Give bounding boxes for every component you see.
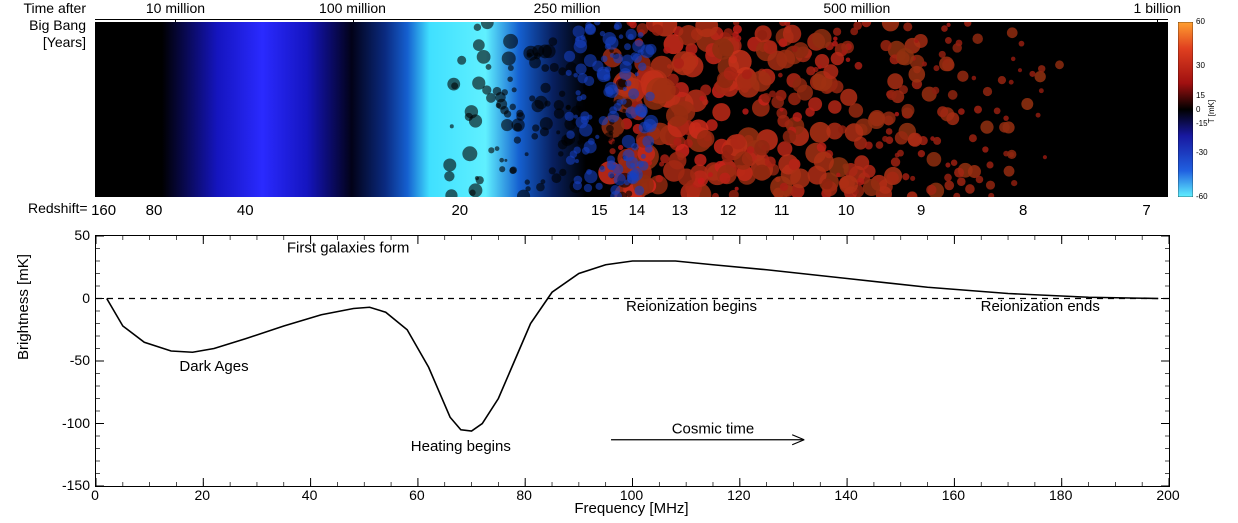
chart-svg: Dark Ages First galaxies form Heating begi… — [96, 236, 1169, 486]
redshift-tick-label: 7 — [1142, 202, 1150, 219]
y-tick-label: -50 — [70, 352, 90, 368]
heatmap-21cm — [95, 22, 1168, 197]
time-axis: 10 million 100 million 250 million 500 mill… — [95, 2, 1168, 20]
figure-container: Time after Big Bang [Years] 10 million10… — [0, 0, 1238, 523]
time-axis-line — [95, 19, 1168, 20]
svg-text:Reionization begins: Reionization begins — [626, 298, 757, 315]
colorbar — [1178, 22, 1193, 197]
redshift-tick-label: 8 — [1019, 202, 1027, 219]
x-tick-label: 200 — [1156, 487, 1179, 503]
time-tick-label: 500 million — [823, 0, 890, 16]
y-tick-label: -150 — [62, 477, 90, 493]
x-tick-label: 60 — [409, 487, 425, 503]
colorbar-tick-label: 60 — [1196, 17, 1205, 26]
x-tick-label: 180 — [1049, 487, 1072, 503]
svg-text:Reionization ends: Reionization ends — [981, 298, 1100, 315]
time-tick-label: 100 million — [319, 0, 386, 16]
x-tick-label: 160 — [942, 487, 965, 503]
redshift-tick-label: 12 — [720, 202, 737, 219]
svg-text:Dark Ages: Dark Ages — [179, 358, 248, 375]
colorbar-tick-label: 30 — [1196, 61, 1205, 70]
x-tick-label: 140 — [834, 487, 857, 503]
colorbar-axis-label: T [mK] — [1207, 100, 1216, 123]
svg-text:First galaxies form: First galaxies form — [287, 239, 410, 256]
redshift-tick-label: 11 — [774, 202, 790, 219]
colorbar-tick-label: -60 — [1196, 192, 1208, 201]
x-tick-label: 100 — [620, 487, 643, 503]
x-tick-label: 0 — [91, 487, 99, 503]
svg-text:Heating begins: Heating begins — [411, 438, 511, 455]
redshift-prefix: Redshift= — [28, 200, 88, 216]
time-tick-label: 250 million — [534, 0, 601, 16]
redshift-tick-label: 13 — [671, 202, 688, 219]
y-tick-label: 0 — [82, 290, 90, 306]
redshift-tick-label: 9 — [917, 202, 925, 219]
redshift-axis: 160804020151413121110987 — [95, 202, 1168, 220]
colorbar-svg — [1178, 22, 1193, 197]
redshift-tick-label: 80 — [146, 202, 163, 219]
svg-text:Cosmic time: Cosmic time — [672, 421, 755, 438]
colorbar-tick-label: -30 — [1196, 148, 1208, 157]
heatmap-svg — [95, 22, 1168, 197]
y-tick-label: 50 — [74, 227, 90, 243]
y-tick-label: -100 — [62, 415, 90, 431]
colorbar-tick-label: 0 — [1196, 105, 1200, 114]
redshift-tick-label: 14 — [629, 202, 646, 219]
time-axis-ylabel: Time after Big Bang [Years] — [6, 0, 86, 50]
time-axis-ylabel-text: Time after Big Bang [Years] — [24, 0, 87, 50]
redshift-tick-label: 160 — [91, 202, 116, 219]
redshift-tick-label: 40 — [237, 202, 254, 219]
x-tick-label: 80 — [516, 487, 532, 503]
redshift-tick-label: 20 — [451, 202, 468, 219]
x-tick-label: 40 — [302, 487, 318, 503]
time-tick-label: 1 billion — [1134, 0, 1181, 16]
colorbar-tick-label: 15 — [1196, 91, 1205, 100]
redshift-tick-label: 10 — [838, 202, 855, 219]
redshift-tick-label: 15 — [591, 202, 608, 219]
x-tick-label: 120 — [727, 487, 750, 503]
x-tick-label: 20 — [195, 487, 211, 503]
brightness-chart: Dark Ages First galaxies form Heating begi… — [95, 235, 1170, 487]
y-axis-label: Brightness [mK] — [15, 254, 32, 360]
time-tick-label: 10 million — [146, 0, 205, 16]
colorbar-tick-label: -15 — [1196, 119, 1208, 128]
